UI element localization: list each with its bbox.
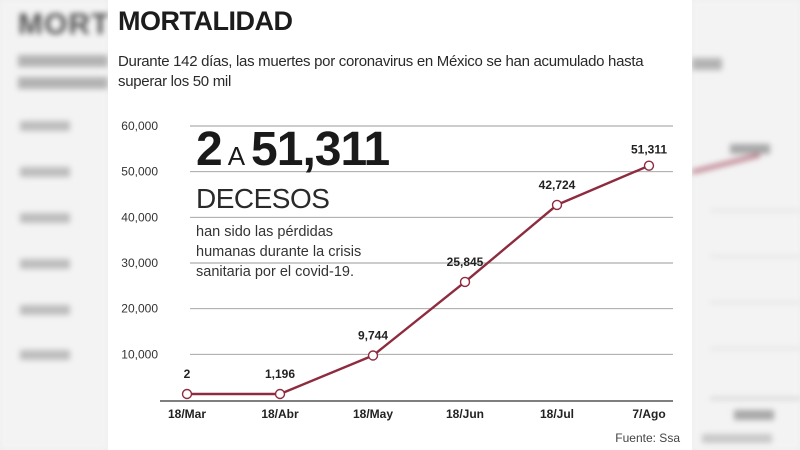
blurred-tick [20, 167, 70, 177]
headline-to: 51,311 [251, 123, 390, 176]
blurred-label [730, 144, 770, 154]
blurred-tick [20, 213, 70, 223]
blurred-title: MORT [18, 8, 108, 41]
headline-connector: A [227, 141, 246, 171]
blurred-grid [710, 302, 800, 303]
headline-note: han sido las pérdidas humanas durante la… [196, 224, 362, 280]
data-line [187, 164, 650, 396]
x-tick-label: 7/Ago [632, 407, 665, 421]
blurred-axis [710, 398, 800, 399]
blurred-background-left: MORT [0, 0, 108, 450]
blurred-grid [710, 210, 800, 211]
infographic-card: MORTALIDAD Durante 142 días, las muertes… [108, 0, 692, 450]
data-point-label: 1,196 [265, 367, 295, 381]
y-tick-label: 10,000 [121, 347, 158, 361]
data-point-marker [181, 388, 193, 400]
chart-title: MORTALIDAD [118, 6, 293, 36]
line-chart: 10,000 20,000 30,000 40,000 50,000 60,000 18/M… [121, 119, 673, 421]
data-point-label: 42,724 [539, 178, 576, 192]
data-point-marker [643, 160, 655, 171]
headline-range: 2 A 51,311 [196, 122, 390, 177]
data-point-label: 2 [184, 367, 191, 381]
x-tick-label: 18/Mar [168, 407, 206, 421]
x-tick-label: 18/Jun [446, 407, 484, 421]
data-point-marker [459, 276, 471, 288]
x-tick-label: 18/Jul [540, 407, 574, 421]
headline-from: 2 [196, 123, 223, 176]
blurred-text [18, 55, 108, 67]
blurred-text [692, 58, 722, 70]
data-point-label: 9,744 [358, 329, 388, 343]
blurred-text [702, 434, 772, 443]
blurred-tick [20, 121, 70, 131]
data-point-marker [367, 350, 379, 361]
blurred-grid [710, 256, 800, 257]
y-tick-label: 40,000 [121, 210, 158, 224]
blurred-label [734, 410, 774, 420]
data-point-label: 51,311 [631, 143, 667, 157]
y-tick-label: 30,000 [121, 256, 158, 270]
blurred-tick [20, 259, 70, 269]
blurred-grid [710, 348, 800, 349]
headline-unit: DECESOS [196, 183, 330, 214]
blurred-text [18, 77, 108, 89]
blurred-line [692, 153, 761, 174]
y-tick-label: 20,000 [121, 302, 158, 316]
source-credit: Fuente: Ssa [615, 431, 680, 445]
blurred-tick [20, 350, 70, 360]
blurred-background-right [692, 0, 800, 450]
data-point-marker [551, 199, 563, 211]
x-tick-label: 18/Abr [261, 407, 299, 421]
data-point-label: 25,845 [447, 255, 484, 269]
y-tick-label: 50,000 [121, 165, 158, 179]
data-point-marker [274, 388, 286, 400]
x-tick-label: 18/May [353, 407, 393, 421]
chart-subtitle: Durante 142 días, las muertes por corona… [118, 53, 644, 90]
blurred-tick [20, 305, 70, 315]
y-tick-label: 60,000 [121, 119, 158, 133]
